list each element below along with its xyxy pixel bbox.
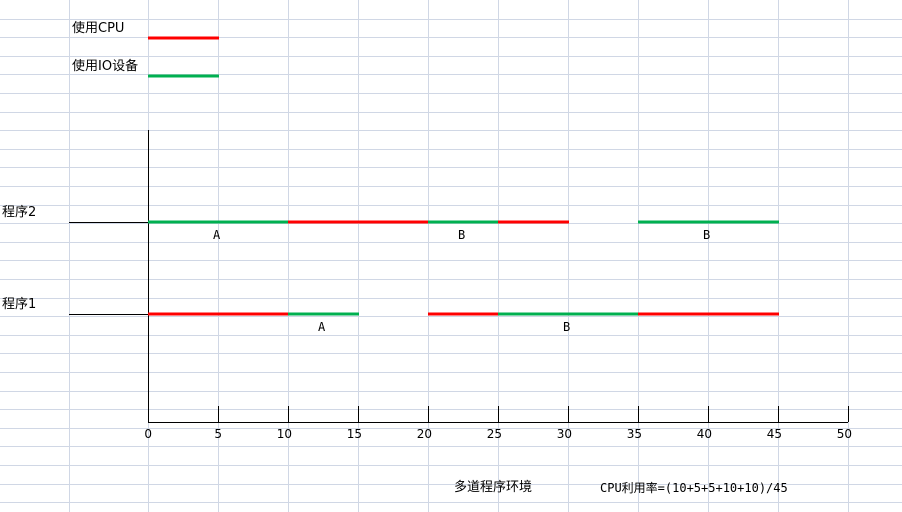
segment-label: B	[563, 320, 571, 334]
x-tick-label: 20	[416, 427, 432, 441]
segment-label: A	[318, 320, 326, 334]
legend-label-cpu: 使用CPU	[72, 21, 125, 36]
legend	[148, 36, 219, 78]
segment-label: A	[213, 228, 221, 242]
x-tick-label: 10	[276, 427, 292, 441]
x-tick-label: 40	[696, 427, 712, 441]
segment-label: B	[458, 228, 466, 242]
x-tick-label: 25	[486, 427, 502, 441]
x-tick-label: 5	[214, 427, 222, 441]
legend-label-io: 使用IO设备	[72, 59, 139, 74]
x-tick-label: 35	[626, 427, 642, 441]
environment-label: 多道程序环境	[454, 480, 533, 495]
x-tick-label: 30	[556, 427, 572, 441]
cpu-utilization-formula: CPU利用率=(10+5+5+10+10)/45	[600, 481, 788, 495]
row-label-program2: 程序2	[2, 205, 37, 220]
x-tick-label: 45	[766, 427, 782, 441]
gantt-bars	[148, 220, 779, 316]
chart-axes	[69, 130, 849, 423]
x-tick-label: 15	[346, 427, 362, 441]
x-tick-label: 0	[144, 427, 152, 441]
row-label-program1: 程序1	[2, 297, 37, 312]
x-tick-label: 50	[836, 427, 852, 441]
segment-label: B	[703, 228, 711, 242]
